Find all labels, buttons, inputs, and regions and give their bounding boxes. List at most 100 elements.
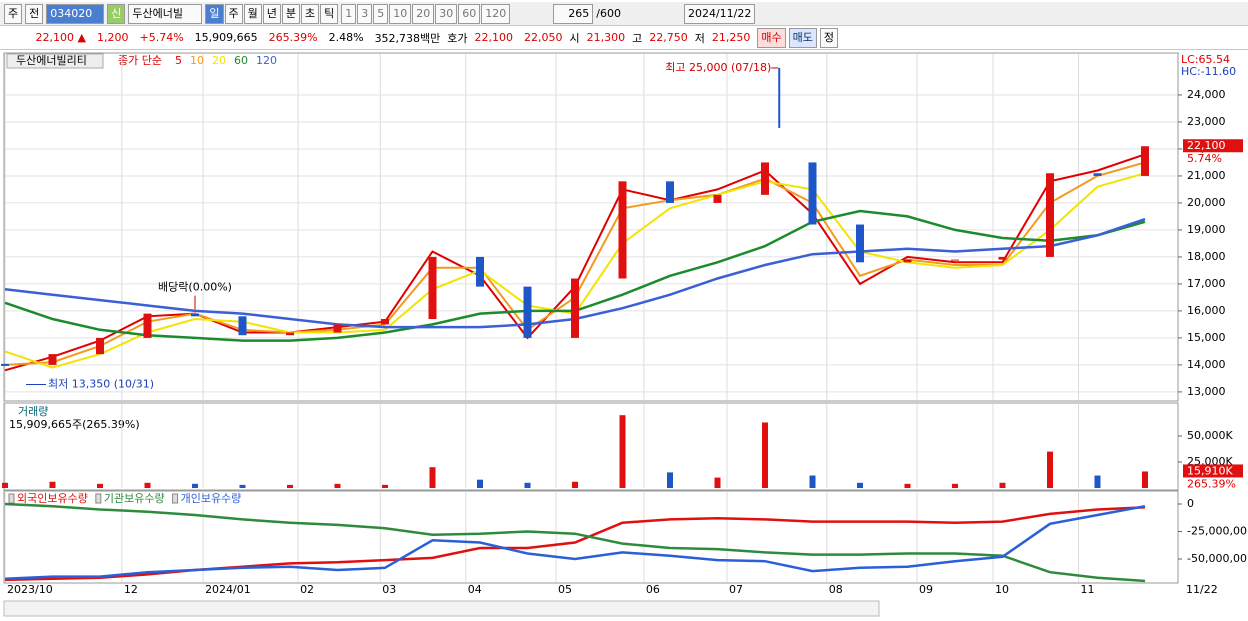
volume-bar	[192, 483, 198, 488]
y-tick-label: 50,000K	[1187, 429, 1233, 442]
ask: 22,050	[524, 31, 563, 44]
holding-line	[4, 502, 1146, 583]
x-tick-label: 2024/01	[205, 583, 251, 596]
periods: 1 3 5 10 20 30 60 120	[341, 3, 511, 24]
tab[interactable]: 분	[281, 3, 300, 24]
low-label: 저	[694, 31, 705, 45]
volume-bar	[1142, 471, 1148, 488]
date[interactable]: 2024/11/22	[683, 3, 756, 24]
candle	[286, 332, 294, 336]
tab[interactable]: 틱	[320, 3, 339, 24]
bid-label: 호가	[447, 31, 468, 45]
price: 22,100 ▲	[35, 31, 86, 44]
legend-entry: 5	[175, 54, 182, 67]
candle	[856, 224, 864, 263]
volume-bar	[762, 422, 768, 488]
x-tick-label: 06	[646, 583, 660, 596]
ma-line	[4, 172, 1146, 369]
period[interactable]: 5	[373, 3, 389, 24]
change: 1,200	[97, 31, 129, 44]
lc: LC:65.54	[1181, 53, 1230, 66]
y-tick-label: 18,000	[1187, 250, 1226, 263]
legend-entry: 120	[256, 54, 277, 67]
volume-rate: 265.39%	[268, 31, 318, 44]
max: /600	[596, 7, 621, 20]
legend-entry: 개인보유수량	[181, 492, 242, 505]
y-tick-label: 0	[1187, 497, 1194, 510]
volume-bar	[1047, 451, 1053, 488]
volume-bar	[2, 482, 8, 488]
quote-bar: 22,100 ▲ 1,200 +5.74% 15,909,665 265.39%…	[0, 26, 1248, 50]
badge: 신	[107, 3, 126, 24]
volume: 15,909,665	[194, 31, 258, 44]
period[interactable]: 30	[435, 3, 458, 24]
scrollbar[interactable]	[3, 600, 880, 617]
x-tick-label: 12	[124, 583, 138, 596]
tab[interactable]: 월	[243, 3, 262, 24]
code[interactable]: 034020	[46, 3, 105, 24]
legend-icon	[95, 493, 102, 504]
period[interactable]: 1	[341, 3, 357, 24]
volume-subtitle: 15,909,665주(265.39%)	[9, 418, 140, 431]
sell-button[interactable]: 매도	[788, 27, 817, 48]
period[interactable]: 120	[481, 3, 511, 24]
tab[interactable]: 초	[301, 3, 320, 24]
legend-title: 종가 단순	[118, 54, 162, 67]
period[interactable]: 3	[357, 3, 373, 24]
volume-bar	[857, 482, 863, 488]
tab[interactable]: 년	[262, 3, 281, 24]
count[interactable]: 265	[553, 3, 594, 24]
volume-bar	[952, 483, 958, 488]
candle	[96, 337, 104, 355]
low: 21,250	[711, 31, 751, 44]
stock-name[interactable]: 두산에너빌	[128, 3, 203, 24]
y-tick-label: 17,000	[1187, 277, 1226, 290]
x-tick-label: 08	[829, 583, 843, 596]
candle	[1093, 173, 1102, 176]
volume-bar	[524, 482, 531, 488]
price-frame	[3, 52, 1179, 402]
volume-bar	[49, 481, 56, 488]
x-tick-label: 02	[300, 583, 314, 596]
tab[interactable]: 주	[224, 3, 243, 24]
volume-bar	[382, 484, 388, 488]
volume-bar	[477, 479, 483, 488]
period[interactable]: 10	[389, 3, 412, 24]
candle	[1141, 146, 1149, 176]
annotation: 배당락(0.00%)	[158, 281, 232, 294]
candle	[666, 181, 674, 203]
y-tick-label: 16,000	[1187, 304, 1226, 317]
volume-bar	[619, 415, 626, 488]
amount: 352,738백만	[374, 31, 441, 45]
x-tick-label: 07	[729, 583, 743, 596]
holding-line	[4, 506, 1146, 582]
volume-bar	[144, 482, 151, 488]
y-tick-label: 13,000	[1187, 385, 1226, 398]
candle	[191, 313, 199, 317]
period[interactable]: 60	[458, 3, 481, 24]
legend-entry: 20	[212, 54, 226, 67]
legend-entry: 10	[190, 54, 204, 67]
candle	[1046, 173, 1054, 257]
hc: HC:-11.60	[1181, 65, 1236, 78]
x-tick-label: 03	[382, 583, 396, 596]
tab[interactable]: 일	[205, 3, 224, 24]
legend-entry: 기관보유수량	[104, 492, 165, 505]
buy-button[interactable]: 매수	[757, 27, 786, 48]
candle	[618, 181, 627, 279]
legend-entry: 외국인보유수량	[17, 492, 88, 505]
candle	[333, 324, 342, 333]
period[interactable]: 20	[412, 3, 435, 24]
candle	[571, 278, 579, 338]
current-price: 22,100	[1187, 139, 1226, 152]
volume-bar	[239, 484, 246, 488]
market[interactable]: 주	[4, 3, 23, 24]
title-box	[6, 53, 104, 69]
prev[interactable]: 전	[25, 3, 44, 24]
volume-bar	[667, 472, 673, 488]
y-tick-label: 14,000	[1187, 358, 1226, 371]
eval-button[interactable]: 정	[819, 27, 839, 48]
rate: +5.74%	[139, 31, 184, 44]
